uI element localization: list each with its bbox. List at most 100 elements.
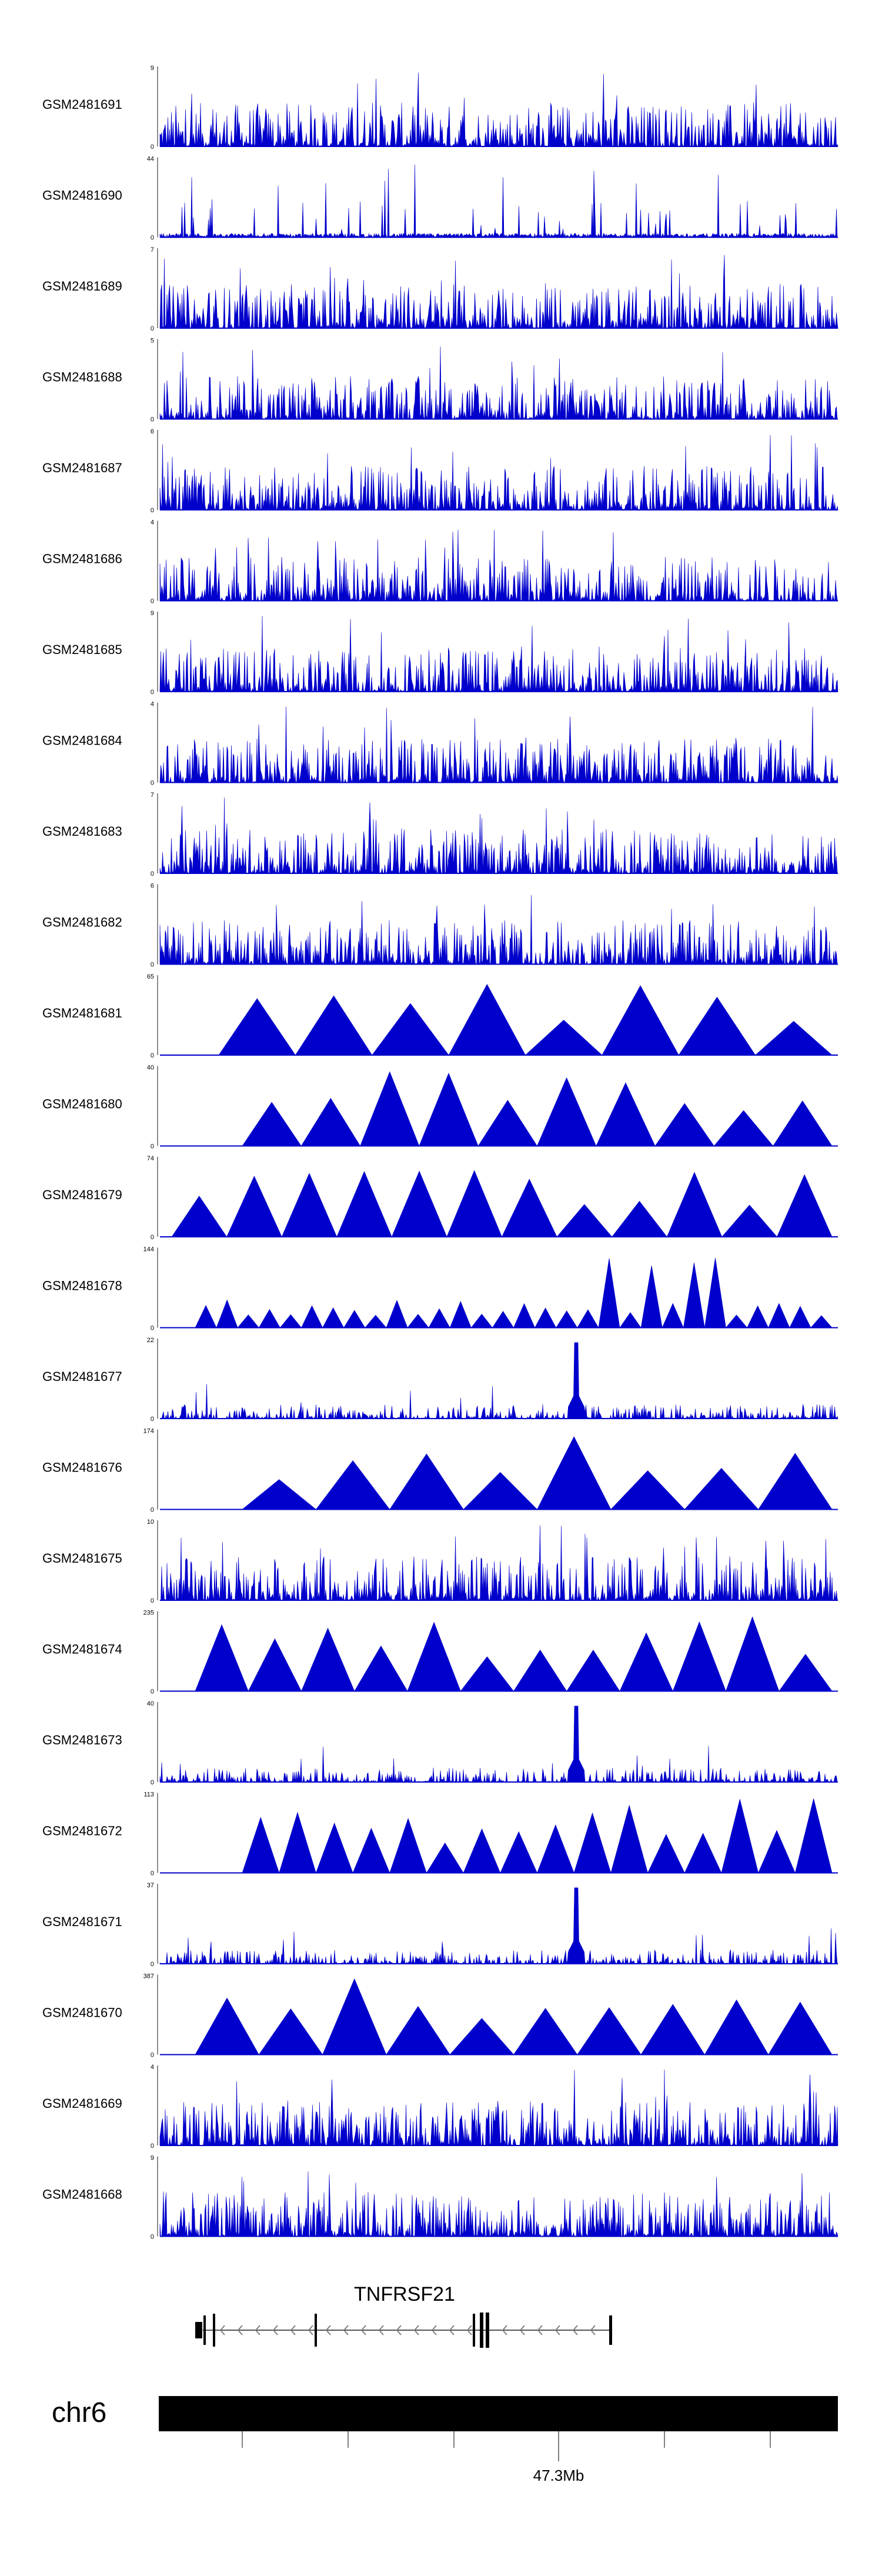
strand-arrow (343, 2325, 349, 2335)
y-min-label: 0 (151, 780, 154, 787)
track-GSM2481688: GSM2481688 5 0 (42, 338, 838, 423)
y-max-label: 44 (147, 156, 154, 163)
track-label: GSM2481684 (42, 733, 122, 748)
chromosome-ideogram: chr6 47.3Mb (52, 2396, 838, 2484)
coverage-area (159, 706, 838, 783)
chromosome-bar (159, 2396, 838, 2431)
y-min-label: 0 (151, 1870, 154, 1877)
coverage-area (159, 435, 838, 510)
track-label: GSM2481691 (42, 97, 122, 112)
strand-arrow (519, 2325, 525, 2335)
y-min-label: 0 (151, 1416, 154, 1423)
track-GSM2481674: GSM2481674 235 0 (42, 1610, 838, 1696)
y-max-label: 9 (151, 65, 154, 72)
track-label: GSM2481689 (42, 279, 122, 293)
track-label: GSM2481674 (42, 1642, 122, 1657)
strand-arrow (431, 2325, 437, 2335)
coverage-area (159, 798, 838, 875)
y-max-label: 7 (151, 792, 154, 799)
strand-arrow (237, 2325, 243, 2335)
y-min-label: 0 (151, 870, 154, 877)
coverage-area (218, 983, 833, 1056)
track-label: GSM2481690 (42, 188, 122, 203)
y-min-label: 0 (151, 1961, 154, 1968)
y-min-label: 0 (151, 2143, 154, 2150)
y-max-label: 4 (151, 519, 154, 526)
exon (203, 2315, 206, 2345)
track-label: GSM2481688 (42, 370, 122, 385)
coverage-area (242, 1071, 833, 1147)
track-GSM2481685: GSM2481685 9 0 (42, 610, 838, 696)
y-min-label: 0 (151, 962, 154, 969)
track-GSM2481680: GSM2481680 40 0 (42, 1065, 838, 1150)
y-min-label: 0 (151, 1143, 154, 1150)
y-max-label: 4 (151, 701, 154, 708)
y-min-label: 0 (151, 416, 154, 423)
track-GSM2481672: GSM2481672 113 0 (42, 1791, 838, 1877)
track-GSM2481686: GSM2481686 4 0 (42, 519, 838, 605)
coverage-area (195, 1257, 833, 1329)
strand-arrow (360, 2325, 366, 2335)
track-label: GSM2481678 (42, 1279, 122, 1293)
coverage-area (159, 1525, 838, 1601)
strand-arrow (255, 2325, 260, 2335)
gene-exons (195, 2313, 612, 2348)
y-max-label: 6 (151, 428, 154, 435)
coverage-area (159, 1706, 838, 1783)
track-label: GSM2481671 (42, 1914, 122, 1929)
strand-arrow (537, 2325, 543, 2335)
strand-arrow (449, 2325, 455, 2335)
y-max-label: 10 (147, 1519, 154, 1526)
track-GSM2481681: GSM2481681 65 0 (42, 973, 838, 1059)
y-min-label: 0 (151, 1597, 154, 1604)
track-label: GSM2481673 (42, 1733, 122, 1747)
strand-arrow (466, 2325, 472, 2335)
exon (473, 2314, 475, 2347)
track-label: GSM2481685 (42, 642, 122, 657)
track-label: GSM2481687 (42, 461, 122, 475)
strand-arrow (590, 2325, 596, 2335)
strand-arrow (572, 2325, 578, 2335)
track-GSM2481668: GSM2481668 9 0 (42, 2155, 838, 2241)
track-GSM2481682: GSM2481682 6 0 (42, 883, 838, 969)
y-min-label: 0 (151, 325, 154, 332)
track-GSM2481689: GSM2481689 7 0 (42, 246, 838, 332)
track-GSM2481678: GSM2481678 144 0 (42, 1246, 838, 1332)
coverage-area (195, 1616, 833, 1692)
coverage-area (159, 72, 838, 148)
strand-arrow (413, 2325, 419, 2335)
coverage-area (159, 346, 838, 420)
y-min-label: 0 (151, 1234, 154, 1241)
strand-arrow (219, 2325, 225, 2335)
coverage-area (195, 1978, 833, 2056)
track-label: GSM2481686 (42, 552, 122, 566)
y-min-label: 0 (151, 598, 154, 605)
coverage-area (159, 616, 838, 693)
track-label: GSM2481676 (42, 1460, 122, 1475)
track-GSM2481684: GSM2481684 4 0 (42, 701, 838, 787)
coverage-area (159, 1342, 838, 1420)
exon (315, 2314, 317, 2347)
y-max-label: 65 (147, 973, 154, 980)
coverage-area (242, 1798, 833, 1874)
y-min-label: 0 (151, 1052, 154, 1059)
y-min-label: 0 (151, 1325, 154, 1332)
exon (480, 2313, 483, 2348)
track-GSM2481675: GSM2481675 10 0 (42, 1519, 838, 1604)
y-min-label: 0 (151, 1689, 154, 1696)
coverage-area (159, 2171, 838, 2237)
y-max-label: 5 (151, 338, 154, 345)
track-label: GSM2481682 (42, 915, 122, 930)
y-max-label: 22 (147, 1337, 154, 1344)
track-GSM2481677: GSM2481677 22 0 (42, 1337, 838, 1423)
gene-name-label: TNFRSF21 (354, 2283, 455, 2305)
coverage-area (171, 1170, 833, 1237)
coverage-tracks: GSM248169190GSM2481690440GSM248168970GSM… (42, 65, 838, 2241)
track-GSM2481671: GSM2481671 37 0 (42, 1882, 838, 1968)
y-max-label: 9 (151, 610, 154, 617)
chromosome-ticks (242, 2431, 771, 2461)
coverage-area (242, 1436, 833, 1510)
track-GSM2481691: GSM2481691 9 0 (42, 65, 838, 151)
y-max-label: 235 (143, 1610, 154, 1617)
